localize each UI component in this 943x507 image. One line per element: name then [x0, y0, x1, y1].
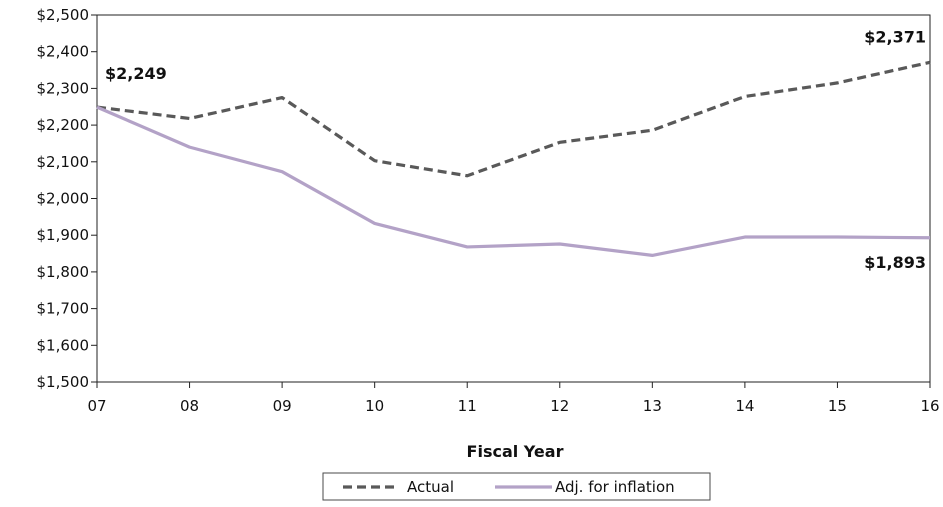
series-line-adjusted — [97, 107, 930, 255]
series-line-actual — [97, 62, 930, 175]
y-tick-label: $1,500 — [37, 373, 90, 391]
y-tick-label: $2,200 — [37, 116, 90, 134]
x-tick-label: 13 — [643, 397, 662, 415]
y-tick-label: $2,300 — [37, 79, 90, 97]
y-tick-label: $2,400 — [37, 43, 90, 61]
y-tick-label: $2,000 — [37, 190, 90, 208]
x-tick-label: 09 — [273, 397, 292, 415]
x-tick-label: 14 — [735, 397, 754, 415]
y-tick-label: $1,600 — [37, 336, 90, 354]
annotation-end-adjusted: $1,893 — [864, 253, 926, 272]
y-tick-label: $1,800 — [37, 263, 90, 281]
x-tick-label: 07 — [87, 397, 106, 415]
x-tick-label: 12 — [550, 397, 569, 415]
x-tick-label: 11 — [458, 397, 477, 415]
x-tick-label: 10 — [365, 397, 384, 415]
legend-label-adjusted: Adj. for inflation — [555, 478, 675, 496]
y-tick-label: $2,500 — [37, 6, 90, 24]
annotation-end-actual: $2,371 — [864, 27, 926, 46]
y-tick-label: $2,100 — [37, 153, 90, 171]
x-tick-label: 15 — [828, 397, 847, 415]
x-axis-title: Fiscal Year — [467, 442, 564, 461]
y-tick-label: $1,700 — [37, 300, 90, 318]
annotation-start-value: $2,249 — [105, 64, 167, 83]
legend-label-actual: Actual — [407, 478, 454, 496]
y-tick-label: $1,900 — [37, 226, 90, 244]
plot-area-frame — [97, 15, 930, 382]
x-tick-label: 08 — [180, 397, 199, 415]
x-tick-label: 16 — [920, 397, 939, 415]
